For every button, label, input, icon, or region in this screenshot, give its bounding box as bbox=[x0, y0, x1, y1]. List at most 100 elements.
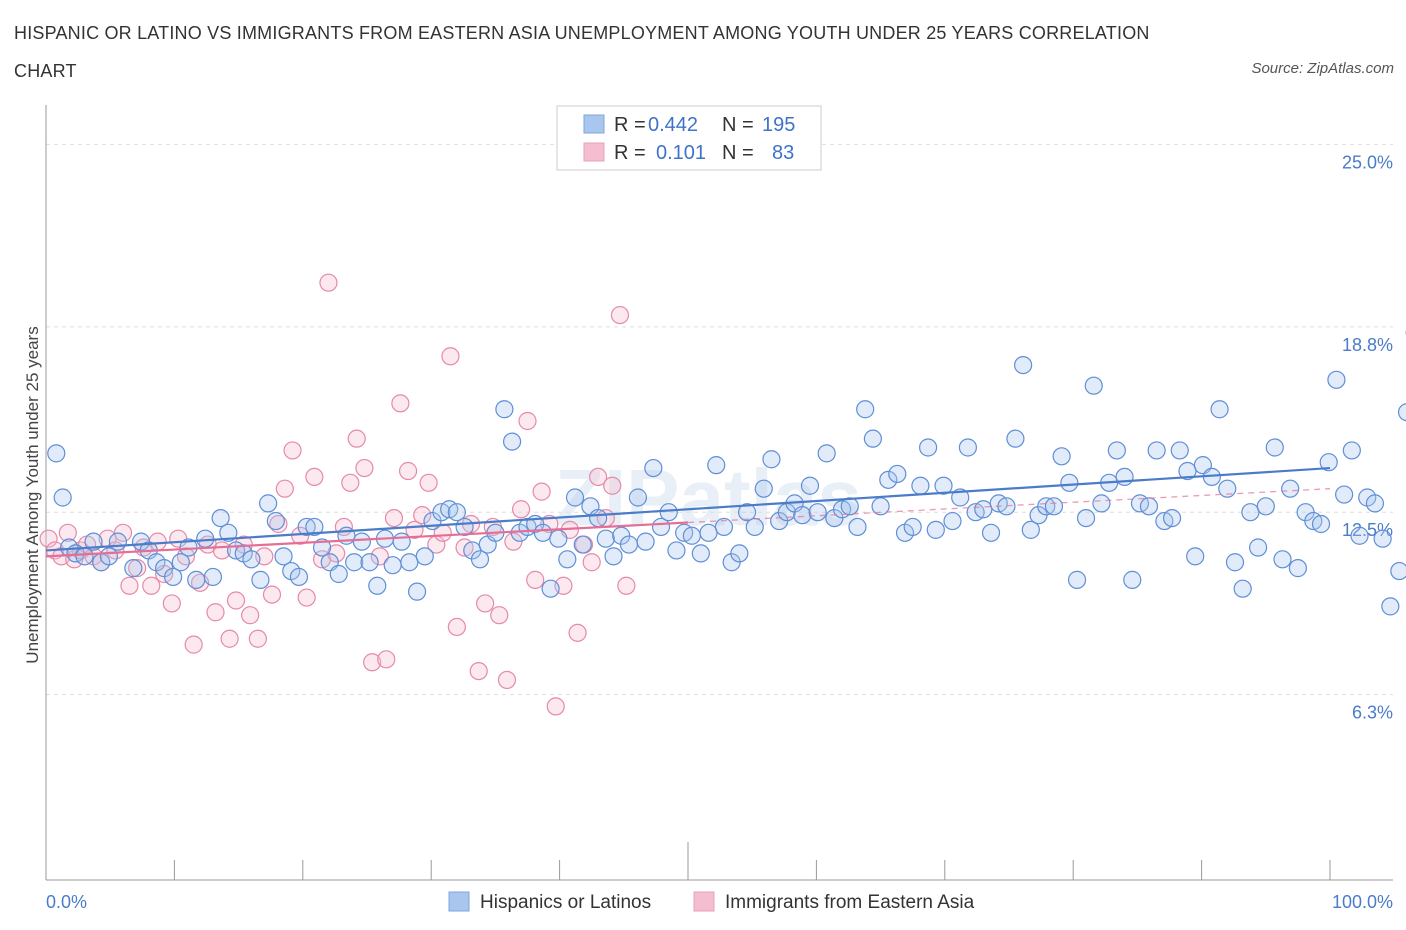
pink-data-point bbox=[441, 347, 460, 366]
legend-r-value-1: 0.442 bbox=[648, 114, 698, 136]
blue-data-point bbox=[800, 476, 820, 495]
blue-data-point bbox=[565, 488, 585, 507]
blue-data-point bbox=[312, 538, 332, 557]
blue-data-point bbox=[1021, 520, 1040, 539]
bottom-legend-swatch-pink bbox=[693, 891, 715, 912]
legend-r-value-2: 0.101 bbox=[656, 142, 706, 164]
blue-data-point bbox=[1123, 570, 1142, 589]
pink-data-point bbox=[419, 473, 438, 492]
blue-data-point bbox=[171, 553, 190, 572]
pink-data-point bbox=[447, 617, 466, 637]
blue-data-point bbox=[447, 503, 466, 522]
blue-data-point bbox=[730, 544, 749, 563]
pink-data-point bbox=[363, 653, 382, 672]
legend-n-label-2: N = bbox=[722, 142, 754, 164]
blue-data-point bbox=[1115, 467, 1134, 487]
blue-data-point bbox=[203, 567, 223, 587]
pink-data-point bbox=[341, 473, 360, 492]
legend-n-label-1: N = bbox=[722, 114, 754, 136]
blue-data-point bbox=[1365, 494, 1385, 513]
x-tick-label-min: 0.0% bbox=[46, 892, 87, 912]
blue-data-point bbox=[1233, 579, 1252, 598]
blue-data-point bbox=[943, 511, 962, 531]
y-tick-label: 25.0% bbox=[1342, 152, 1393, 172]
blue-data-point bbox=[762, 450, 781, 469]
blue-data-point bbox=[1139, 497, 1159, 516]
blue-data-point bbox=[596, 529, 615, 548]
blue-data-point bbox=[1248, 538, 1268, 557]
blue-data-point bbox=[636, 532, 655, 551]
pink-data-point bbox=[128, 559, 147, 578]
pink-data-point bbox=[269, 514, 288, 534]
blue-data-point bbox=[99, 547, 119, 566]
blue-data-point bbox=[951, 488, 970, 507]
blue-data-point bbox=[793, 506, 812, 525]
blue-data-point bbox=[958, 438, 978, 457]
blue-data-point bbox=[1107, 441, 1126, 460]
blue-data-point bbox=[407, 582, 427, 601]
blue-data-point bbox=[345, 553, 364, 572]
blue-data-point bbox=[1014, 355, 1033, 375]
blue-data-point bbox=[856, 400, 875, 419]
pink-data-point bbox=[241, 606, 260, 625]
pink-data-point bbox=[568, 623, 587, 642]
blue-data-point bbox=[1390, 561, 1406, 581]
blue-data-point bbox=[848, 517, 867, 537]
chart-title: HISPANIC OR LATINO VS IMMIGRANTS FROM EA… bbox=[14, 23, 1150, 81]
pink-data-point bbox=[518, 411, 537, 431]
pink-data-point bbox=[283, 441, 302, 460]
blue-data-point bbox=[495, 400, 514, 419]
blue-data-point bbox=[164, 567, 183, 587]
y-tick-label: 12.5% bbox=[1342, 520, 1393, 540]
bottom-legend-label-1: Hispanics or Latinos bbox=[480, 892, 651, 913]
blue-data-point bbox=[1084, 376, 1103, 395]
blue-data-point bbox=[1319, 453, 1338, 472]
legend-n-value-1: 195 bbox=[762, 114, 795, 136]
pink-data-point bbox=[398, 461, 418, 481]
series-legend: Hispanics or Latinos Immigrants from Eas… bbox=[448, 891, 975, 913]
pink-data-point bbox=[589, 467, 608, 487]
blue-data-point bbox=[888, 464, 907, 484]
pink-data-point bbox=[58, 523, 77, 542]
y-tick-label: 6.3% bbox=[1352, 703, 1393, 723]
pink-data-point bbox=[206, 603, 225, 622]
pink-data-point bbox=[603, 476, 622, 495]
blue-data-point bbox=[737, 503, 757, 522]
pink-data-point bbox=[526, 570, 545, 589]
blue-data-point bbox=[1052, 447, 1071, 466]
blue-data-point bbox=[124, 559, 143, 578]
pink-data-point bbox=[220, 629, 239, 648]
blue-data-point bbox=[196, 529, 215, 548]
pink-data-point bbox=[476, 594, 495, 613]
blue-data-point bbox=[863, 429, 882, 448]
blue-data-point bbox=[604, 547, 623, 566]
blue-data-point bbox=[297, 517, 316, 537]
blue-data-point bbox=[879, 470, 898, 489]
blue-data-point bbox=[691, 544, 710, 563]
blue-data-point bbox=[699, 523, 718, 542]
pink-data-point bbox=[469, 661, 488, 681]
blue-data-point bbox=[75, 547, 94, 566]
blue-data-point bbox=[714, 517, 734, 537]
blue-data-point bbox=[47, 444, 66, 463]
blue-data-point bbox=[1288, 559, 1308, 578]
blue-data-point bbox=[187, 570, 206, 589]
axes bbox=[45, 105, 1393, 881]
pink-data-point bbox=[162, 594, 181, 613]
blue-data-point bbox=[1147, 441, 1166, 460]
blue-data-point bbox=[470, 550, 490, 569]
blue-data-point bbox=[1241, 503, 1260, 522]
pink-data-point bbox=[532, 482, 551, 501]
blue-data-point bbox=[219, 523, 238, 542]
y-axis-label: Unemployment Among Youth under 25 years bbox=[23, 326, 42, 663]
blue-data-point bbox=[289, 567, 309, 587]
pink-data-point bbox=[120, 576, 139, 595]
blue-data-point bbox=[644, 458, 663, 478]
pink-data-point bbox=[384, 508, 404, 528]
blue-data-point bbox=[1373, 529, 1392, 548]
blue-data-point bbox=[817, 444, 836, 463]
blue-data-point bbox=[1186, 547, 1205, 566]
pink-data-point bbox=[113, 523, 133, 542]
blue-data-point bbox=[211, 508, 230, 528]
